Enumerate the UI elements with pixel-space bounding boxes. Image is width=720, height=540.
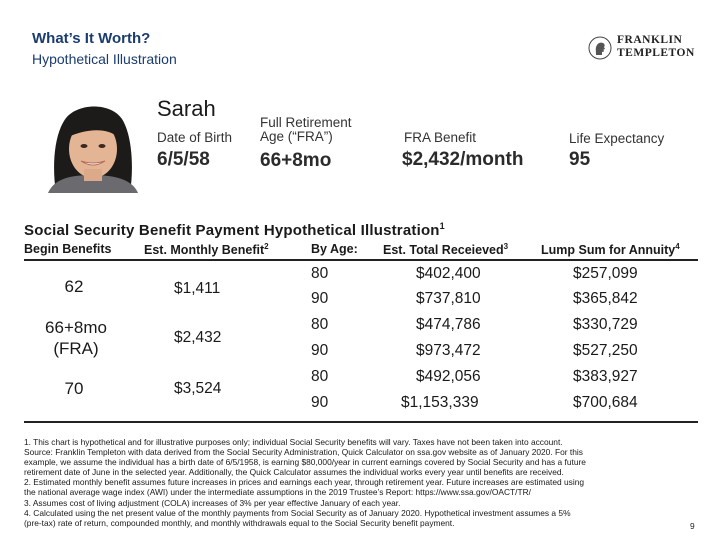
footnote-line: the national average wage index (AWI) un… <box>24 487 531 498</box>
header-total-received: Est. Total Receieved3 <box>383 242 508 257</box>
lump-sum-cell: $365,842 <box>573 290 638 307</box>
table-title-text: Social Security Benefit Payment Hypothet… <box>24 222 440 239</box>
fra-label-line-2: Age (“FRA”) <box>260 129 333 144</box>
header-monthly-footnote: 2 <box>264 242 269 251</box>
franklin-templeton-logo: FRANKLIN TEMPLETON <box>588 34 700 62</box>
header-monthly-benefit-text: Est. Monthly Benefit <box>144 243 265 258</box>
age-cell: 80 <box>311 316 329 333</box>
header-monthly-benefit: Est. Monthly Benefit2 <box>144 242 269 257</box>
begin-benefits-70: 70 <box>64 379 84 398</box>
begin-benefits-62: 62 <box>64 277 84 296</box>
total-received-cell: $973,472 <box>416 342 481 359</box>
age-cell: 90 <box>311 342 329 359</box>
monthly-benefit-70: $3,524 <box>174 380 222 397</box>
table-bottom-divider <box>24 421 698 423</box>
table-title: Social Security Benefit Payment Hypothet… <box>24 221 445 239</box>
header-begin-benefits: Begin Benefits <box>24 242 112 256</box>
franklin-profile-icon <box>588 36 612 60</box>
header-lump-sum: Lump Sum for Annuity4 <box>541 242 680 257</box>
begin-benefits-fra: 66+8mo <box>45 318 107 337</box>
fra-label-line-1: Full Retirement <box>260 115 352 130</box>
footnote-line: 4. Calculated using the net present valu… <box>24 507 571 518</box>
age-cell: 80 <box>311 368 329 385</box>
footnote-line: 2. Estimated monthly benefit assumes fut… <box>24 477 585 488</box>
total-received-cell: $492,056 <box>416 368 481 385</box>
footnote-line: retirement date of June in the selected … <box>24 467 564 478</box>
footnote-line: example, we assume the individual has a … <box>24 457 586 468</box>
begin-benefits-fra-label: (FRA) <box>53 339 99 358</box>
total-received-cell: $402,400 <box>416 265 481 282</box>
lump-sum-cell: $257,099 <box>573 265 638 282</box>
age-cell: 90 <box>311 394 329 411</box>
lump-sum-cell: $527,250 <box>573 342 638 359</box>
header-by-age: By Age: <box>311 242 358 256</box>
age-cell: 90 <box>311 290 329 307</box>
monthly-benefit-fra: $2,432 <box>174 329 222 346</box>
page-title: What’s It Worth? <box>32 30 151 47</box>
fra-benefit-value: $2,432/month <box>402 149 524 170</box>
logo-line-2: TEMPLETON <box>617 47 695 59</box>
profile-photo <box>34 97 150 193</box>
footnote-line: 3. Assumes cost of living adjustment (CO… <box>24 497 401 508</box>
fra-benefit-label: FRA Benefit <box>404 130 477 145</box>
age-cell: 80 <box>311 265 329 282</box>
total-received-cell: $737,810 <box>416 290 481 307</box>
fra-value: 66+8mo <box>260 150 332 171</box>
dob-label: Date of Birth <box>157 130 233 145</box>
lump-sum-cell: $383,927 <box>573 368 638 385</box>
header-lump-sum-text: Lump Sum for Annuity <box>541 243 676 258</box>
page-subtitle: Hypothetical Illustration <box>32 51 177 67</box>
table-title-footnote: 1 <box>439 221 445 231</box>
dob-value: 6/5/58 <box>157 149 210 170</box>
footnote-line: 1. This chart is hypothetical and for il… <box>24 437 563 447</box>
footnotes: 1. This chart is hypothetical and for il… <box>24 437 698 528</box>
total-received-cell: $1,153,339 <box>401 394 479 411</box>
logo-line-1: FRANKLIN <box>617 34 683 46</box>
lump-sum-cell: $700,684 <box>573 394 638 411</box>
footnote-line: (pre-tax) rate of return, compounded mon… <box>24 517 455 528</box>
monthly-benefit-62: $1,411 <box>174 280 221 297</box>
header-lump-footnote: 4 <box>675 242 680 251</box>
header-divider <box>24 259 698 261</box>
header-total-received-text: Est. Total Receieved <box>383 243 504 258</box>
header-total-footnote: 3 <box>503 242 509 251</box>
life-expectancy-label: Life Expectancy <box>569 131 665 146</box>
life-expectancy-value: 95 <box>569 149 591 170</box>
lump-sum-cell: $330,729 <box>573 316 638 333</box>
person-name: Sarah <box>157 96 216 121</box>
total-received-cell: $474,786 <box>416 316 481 333</box>
page-number: 9 <box>690 521 695 531</box>
footnote-line: Source: Franklin Templeton with data der… <box>24 447 583 458</box>
